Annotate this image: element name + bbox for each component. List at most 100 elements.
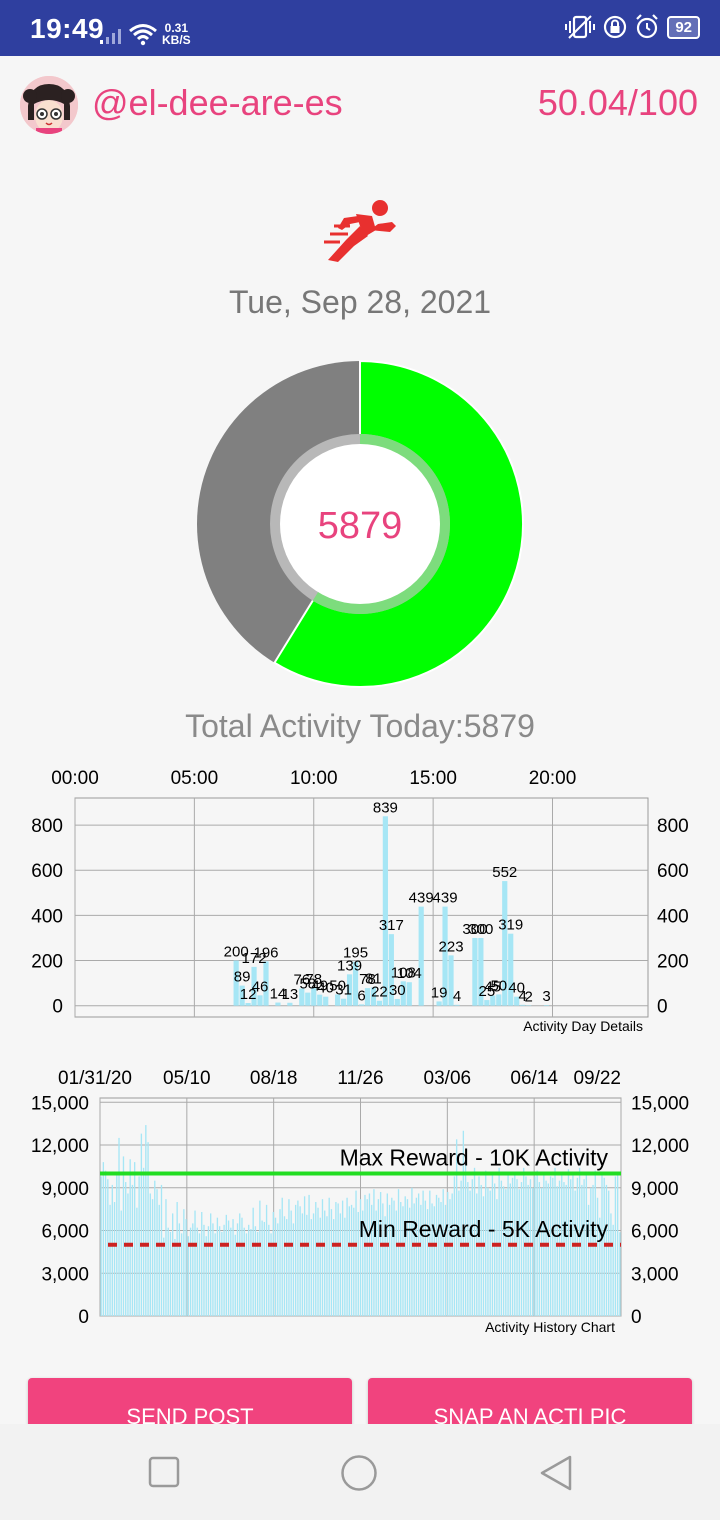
day-chart-data-label: 195 xyxy=(343,945,368,962)
history-chart-bar xyxy=(603,1177,605,1316)
history-chart-bar xyxy=(442,1189,444,1316)
history-chart-bar xyxy=(458,1190,460,1316)
history-chart-bar xyxy=(386,1193,389,1316)
history-chart-bar xyxy=(619,1232,621,1316)
history-chart-bar xyxy=(274,1217,277,1316)
history-chart-bar xyxy=(163,1237,165,1316)
history-chart-bar xyxy=(252,1207,254,1316)
history-chart-bar xyxy=(502,1186,505,1316)
history-chart-bar xyxy=(292,1223,295,1316)
history-chart-bar xyxy=(417,1193,420,1316)
runner-icon xyxy=(324,200,396,262)
history-chart-bar xyxy=(174,1239,176,1316)
history-chart-bar xyxy=(462,1130,465,1316)
day-chart-data-label: 78 xyxy=(359,971,376,988)
history-chart-bar xyxy=(464,1156,467,1316)
history-chart-bar xyxy=(614,1176,617,1316)
day-chart-bar xyxy=(251,966,257,1006)
history-chart-bar xyxy=(225,1214,228,1316)
network-speed-unit: KB/S xyxy=(162,33,191,47)
day-chart-data-label: 46 xyxy=(252,978,269,995)
day-chart-data-label: 839 xyxy=(373,799,398,816)
day-chart-bar xyxy=(478,937,484,1006)
username[interactable]: @el-dee-are-es xyxy=(92,82,343,123)
day-chart-bar xyxy=(299,988,305,1006)
history-chart-bar xyxy=(288,1199,290,1316)
day-chart-y-tick-left: 0 xyxy=(52,997,63,1018)
day-chart-data-label: 49 xyxy=(311,978,328,995)
day-chart-bar xyxy=(490,995,496,1006)
history-chart-bar xyxy=(556,1186,558,1316)
history-chart-bar xyxy=(118,1137,120,1316)
history-chart-bar xyxy=(549,1176,552,1316)
history-chart-y-tick-right: 9,000 xyxy=(631,1179,679,1200)
history-chart-bar xyxy=(250,1229,252,1316)
history-chart-bar xyxy=(612,1224,614,1316)
day-chart-data-label: 76 xyxy=(293,972,310,989)
history-chart-bar xyxy=(359,1199,362,1316)
day-chart-data-label: 22 xyxy=(371,984,388,1001)
history-chart-bar xyxy=(449,1199,451,1316)
history-chart-bar xyxy=(165,1199,167,1316)
history-chart-bar xyxy=(169,1231,172,1316)
history-chart-bar xyxy=(265,1204,268,1316)
avatar[interactable] xyxy=(20,76,78,134)
history-chart-bar xyxy=(485,1170,487,1316)
day-chart-data-label: 172 xyxy=(242,950,267,967)
day-chart-y-tick-right: 200 xyxy=(657,952,689,973)
history-chart-bar xyxy=(337,1203,339,1316)
history-chart-bar xyxy=(294,1204,297,1316)
day-chart-data-label: 6 xyxy=(357,987,365,1004)
history-chart-bar xyxy=(554,1167,556,1316)
history-chart-bar xyxy=(355,1190,357,1316)
history-chart-bar xyxy=(326,1216,328,1316)
back-icon[interactable] xyxy=(538,1454,574,1492)
history-chart-bar xyxy=(147,1142,149,1316)
history-chart-bar xyxy=(227,1220,230,1316)
day-chart-data-label: 196 xyxy=(253,944,278,961)
day-chart-bar xyxy=(514,996,520,1006)
history-chart-bar xyxy=(178,1223,181,1316)
history-chart-bar xyxy=(339,1213,342,1316)
history-chart-bar xyxy=(192,1223,194,1316)
day-chart-bar xyxy=(382,816,388,1006)
history-chart-bar xyxy=(570,1179,572,1316)
history-chart-bar xyxy=(281,1197,283,1316)
day-chart-data-label: 439 xyxy=(433,890,458,907)
day-chart-bar xyxy=(388,934,394,1006)
history-chart-bar xyxy=(158,1204,160,1316)
history-chart-bar xyxy=(592,1184,594,1316)
history-chart-bar xyxy=(576,1177,579,1316)
day-chart-bar xyxy=(239,985,245,1006)
history-chart-bar xyxy=(263,1221,266,1316)
history-chart-bar xyxy=(496,1199,498,1316)
day-chart-data-label: 139 xyxy=(337,957,362,974)
day-chart-bar xyxy=(508,933,514,1006)
history-chart-bar xyxy=(357,1211,359,1316)
history-chart-bar xyxy=(429,1190,431,1316)
recents-icon[interactable] xyxy=(148,1456,180,1488)
history-chart-bar xyxy=(596,1197,599,1316)
history-chart-bar xyxy=(409,1207,411,1316)
day-chart-bar xyxy=(418,906,424,1006)
day-chart-bar xyxy=(263,961,269,1006)
history-chart-bar xyxy=(290,1210,292,1316)
history-chart-bar xyxy=(585,1174,588,1316)
day-chart-data-label: 12 xyxy=(240,986,257,1003)
history-chart-bar xyxy=(422,1190,424,1316)
history-chart-bar xyxy=(348,1206,350,1316)
day-chart-data-label: 2 xyxy=(524,988,532,1005)
history-chart-bar xyxy=(107,1179,109,1316)
history-chart-bar xyxy=(574,1190,576,1316)
home-icon[interactable] xyxy=(340,1454,378,1492)
history-chart-bar xyxy=(315,1202,317,1316)
max-reward-label: Max Reward - 10K Activity xyxy=(340,1145,609,1171)
history-chart-bar xyxy=(145,1125,147,1316)
history-chart-bar xyxy=(558,1180,561,1316)
history-chart-bar xyxy=(189,1227,192,1316)
day-chart-y-tick-right: 0 xyxy=(657,997,668,1018)
day-chart-y-tick-right: 800 xyxy=(657,816,689,837)
day-chart-bar xyxy=(364,988,371,1006)
network-speed-value: 0.31 xyxy=(164,21,189,35)
history-chart-bar xyxy=(599,1217,601,1316)
